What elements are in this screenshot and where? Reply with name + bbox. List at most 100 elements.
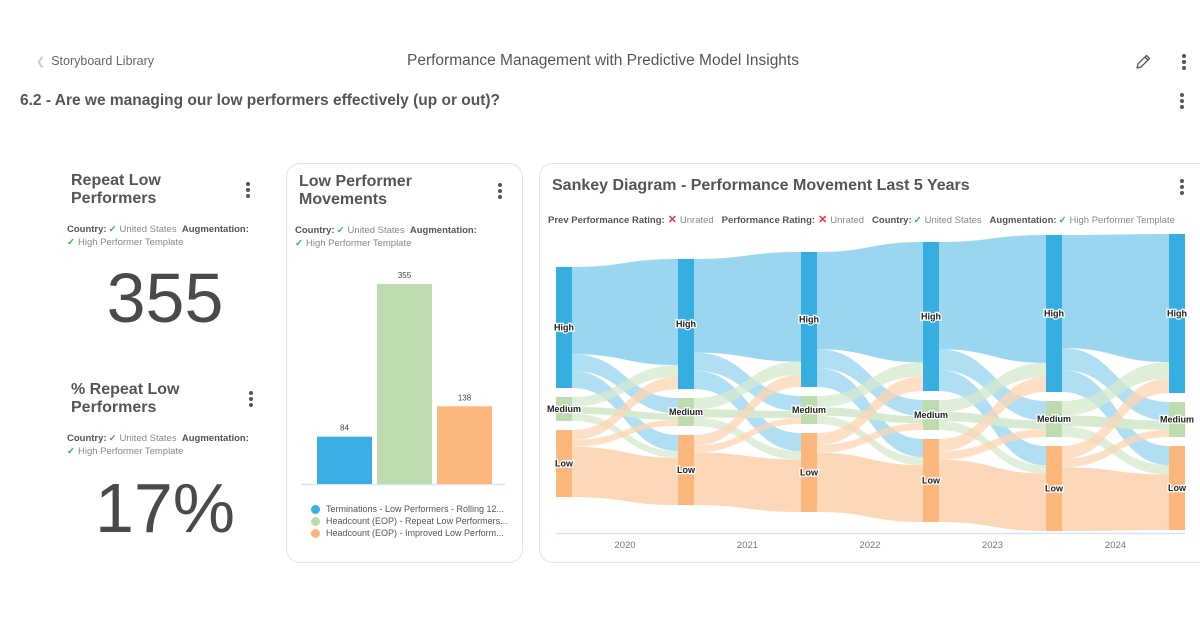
sankey-node-label: High bbox=[1044, 309, 1064, 319]
low-performer-movements-card: Low Performer Movements Country: ✓ United … bbox=[286, 163, 523, 563]
legend-dot-icon bbox=[311, 504, 320, 514]
kpi-pct-value: 17% bbox=[94, 469, 236, 547]
sankey-node[interactable] bbox=[1046, 446, 1062, 531]
edit-button[interactable] bbox=[1133, 52, 1153, 72]
kpi-pct-repeat-low-performers: % Repeat Low Performers bbox=[71, 381, 271, 417]
sankey-node-label: Low bbox=[677, 465, 696, 475]
sankey-node[interactable] bbox=[678, 259, 694, 389]
sankey-link[interactable] bbox=[939, 235, 1046, 363]
check-icon: ✓ bbox=[108, 433, 117, 444]
storyboard-title: Performance Management with Predictive M… bbox=[407, 52, 799, 69]
sankey-link[interactable] bbox=[694, 361, 801, 410]
sankey-link[interactable] bbox=[817, 452, 923, 522]
sankey-node-label: Medium bbox=[792, 405, 826, 415]
sankey-link[interactable] bbox=[1062, 362, 1169, 416]
page-title: 6.2 - Are we managing our low performers… bbox=[20, 92, 501, 109]
legend-item[interactable]: Terminations - Low Performers - Rolling … bbox=[311, 503, 516, 515]
check-icon: ✓ bbox=[67, 446, 75, 457]
sankey-title: Sankey Diagram - Performance Movement La… bbox=[552, 177, 970, 194]
sankey-link[interactable] bbox=[1062, 234, 1169, 363]
sankey-link[interactable] bbox=[1062, 378, 1169, 459]
sankey-node[interactable] bbox=[556, 397, 572, 421]
legend-item[interactable]: Headcount (EOP) - Improved Low Perform..… bbox=[311, 527, 516, 539]
sankey-node-label: High bbox=[921, 312, 941, 322]
x-tick-label: 2021 bbox=[737, 540, 758, 551]
back-link[interactable]: ❮ Storyboard Library bbox=[36, 54, 154, 68]
check-icon: ✓ bbox=[108, 224, 117, 235]
sankey-link[interactable] bbox=[939, 429, 1046, 460]
x-tick-label: 2022 bbox=[859, 540, 880, 551]
legend-item[interactable]: Headcount (EOP) - Repeat Low Performers.… bbox=[311, 515, 516, 527]
check-icon: ✓ bbox=[295, 238, 303, 249]
sankey-node[interactable] bbox=[923, 439, 939, 522]
sankey-link[interactable] bbox=[817, 423, 923, 453]
sankey-menu-button[interactable] bbox=[1176, 177, 1188, 197]
kpi-pct-title: % Repeat Low Performers bbox=[71, 381, 180, 416]
sankey-link[interactable] bbox=[1062, 429, 1169, 468]
legend-label: Headcount (EOP) - Improved Low Perform..… bbox=[326, 528, 504, 538]
sankey-node[interactable] bbox=[678, 435, 694, 505]
sankey-link[interactable] bbox=[817, 376, 923, 445]
sankey-link[interactable] bbox=[694, 417, 801, 460]
movements-menu-button[interactable] bbox=[494, 181, 506, 201]
sankey-node[interactable] bbox=[1169, 402, 1185, 437]
sankey-node-label: High bbox=[1167, 309, 1187, 319]
sankey-link[interactable] bbox=[572, 446, 678, 505]
sankey-node-label: Medium bbox=[1037, 414, 1071, 424]
bar-chart: 84 355 138 bbox=[301, 271, 505, 486]
sankey-node-label: High bbox=[799, 315, 819, 325]
movements-title: Low Performer Movements bbox=[299, 173, 412, 208]
sankey-node[interactable] bbox=[1169, 446, 1185, 530]
bar-value-label: 84 bbox=[340, 424, 349, 433]
movements-filters: Country: ✓ United States Augmentation: ✓ Hi… bbox=[295, 225, 477, 249]
chevron-left-icon: ❮ bbox=[36, 56, 46, 68]
kpi-pct-menu-button[interactable] bbox=[245, 389, 257, 409]
sankey-node-label: Medium bbox=[914, 410, 948, 420]
sankey-link[interactable] bbox=[939, 459, 1046, 531]
sankey-node[interactable] bbox=[801, 433, 817, 512]
sankey-node-label: Low bbox=[800, 468, 819, 478]
legend-label: Terminations - Low Performers - Rolling … bbox=[326, 504, 505, 514]
sankey-node[interactable] bbox=[1046, 235, 1062, 392]
sankey-link[interactable] bbox=[572, 419, 678, 447]
sankey-node[interactable] bbox=[678, 398, 694, 426]
sankey-link[interactable] bbox=[694, 374, 801, 446]
sankey-link[interactable] bbox=[1062, 467, 1169, 531]
sankey-node[interactable] bbox=[1046, 401, 1062, 437]
sankey-node-label: High bbox=[676, 319, 696, 329]
sankey-node[interactable] bbox=[801, 252, 817, 387]
sankey-link[interactable] bbox=[572, 376, 678, 441]
sankey-link[interactable] bbox=[939, 377, 1046, 452]
sankey-node[interactable] bbox=[923, 400, 939, 430]
sankey-link[interactable] bbox=[939, 362, 1046, 412]
check-icon: ✓ bbox=[913, 215, 922, 226]
sankey-node-label: Medium bbox=[1160, 415, 1194, 425]
bar[interactable] bbox=[437, 406, 492, 484]
bar[interactable] bbox=[377, 284, 432, 484]
sankey-link[interactable] bbox=[572, 259, 678, 366]
kpi-repeat-low-performers: Repeat Low Performers bbox=[71, 172, 271, 208]
sankey-link[interactable] bbox=[694, 418, 801, 453]
x-tick-label: 2024 bbox=[1105, 540, 1126, 551]
sankey-node[interactable] bbox=[801, 396, 817, 424]
check-icon: ✓ bbox=[67, 237, 75, 248]
sankey-node-label: Medium bbox=[669, 407, 703, 417]
sankey-node[interactable] bbox=[556, 267, 572, 388]
sankey-link[interactable] bbox=[572, 365, 678, 407]
sankey-link[interactable] bbox=[694, 252, 801, 362]
sankey-filters: Prev Performance Rating: ✕ Unrated Perform… bbox=[548, 214, 1175, 226]
sankey-node[interactable] bbox=[1169, 234, 1185, 393]
kpi-repeat-menu-button[interactable] bbox=[242, 180, 254, 200]
sankey-node-label: Medium bbox=[547, 404, 581, 414]
legend-dot-icon bbox=[311, 528, 320, 538]
storyboard-menu-button[interactable] bbox=[1178, 52, 1190, 72]
sankey-node[interactable] bbox=[923, 242, 939, 391]
page-menu-button[interactable] bbox=[1176, 91, 1188, 111]
sankey-node[interactable] bbox=[556, 430, 572, 497]
sankey-link[interactable] bbox=[694, 452, 801, 513]
sankey-link[interactable] bbox=[817, 242, 923, 363]
bar[interactable] bbox=[317, 436, 372, 484]
kpi-repeat-value: 355 bbox=[106, 259, 224, 337]
sankey-link[interactable] bbox=[817, 362, 923, 408]
legend-label: Headcount (EOP) - Repeat Low Performers.… bbox=[326, 516, 508, 526]
